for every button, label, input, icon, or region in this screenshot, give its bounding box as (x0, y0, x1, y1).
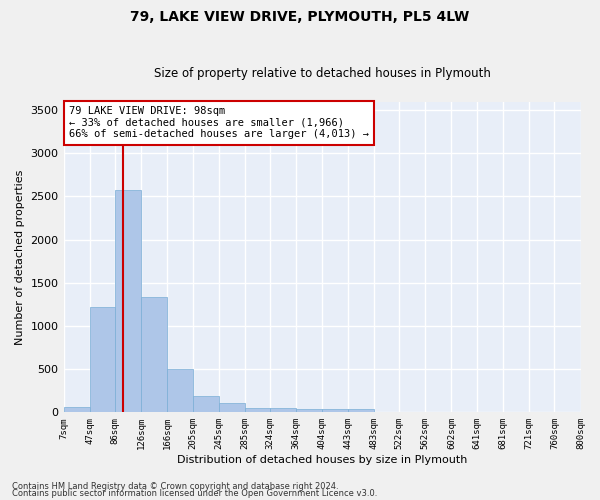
Bar (296, 409, 322, 412)
Title: Size of property relative to detached houses in Plymouth: Size of property relative to detached ho… (154, 66, 490, 80)
Bar (348, 409, 374, 412)
Bar (167, 369, 193, 412)
Bar (115, 190, 141, 412)
Bar (322, 410, 348, 412)
Text: 79, LAKE VIEW DRIVE, PLYMOUTH, PL5 4LW: 79, LAKE VIEW DRIVE, PLYMOUTH, PL5 4LW (130, 10, 470, 24)
Y-axis label: Number of detached properties: Number of detached properties (15, 169, 25, 344)
Bar (89, 307, 115, 412)
X-axis label: Distribution of detached houses by size in Plymouth: Distribution of detached houses by size … (177, 455, 467, 465)
Bar (193, 396, 218, 412)
Text: Contains HM Land Registry data © Crown copyright and database right 2024.: Contains HM Land Registry data © Crown c… (12, 482, 338, 491)
Bar (218, 404, 245, 412)
Bar (141, 298, 167, 412)
Bar (64, 407, 89, 412)
Text: Contains public sector information licensed under the Open Government Licence v3: Contains public sector information licen… (12, 489, 377, 498)
Bar (270, 408, 296, 412)
Text: 79 LAKE VIEW DRIVE: 98sqm
← 33% of detached houses are smaller (1,966)
66% of se: 79 LAKE VIEW DRIVE: 98sqm ← 33% of detac… (69, 106, 369, 140)
Bar (245, 408, 270, 412)
